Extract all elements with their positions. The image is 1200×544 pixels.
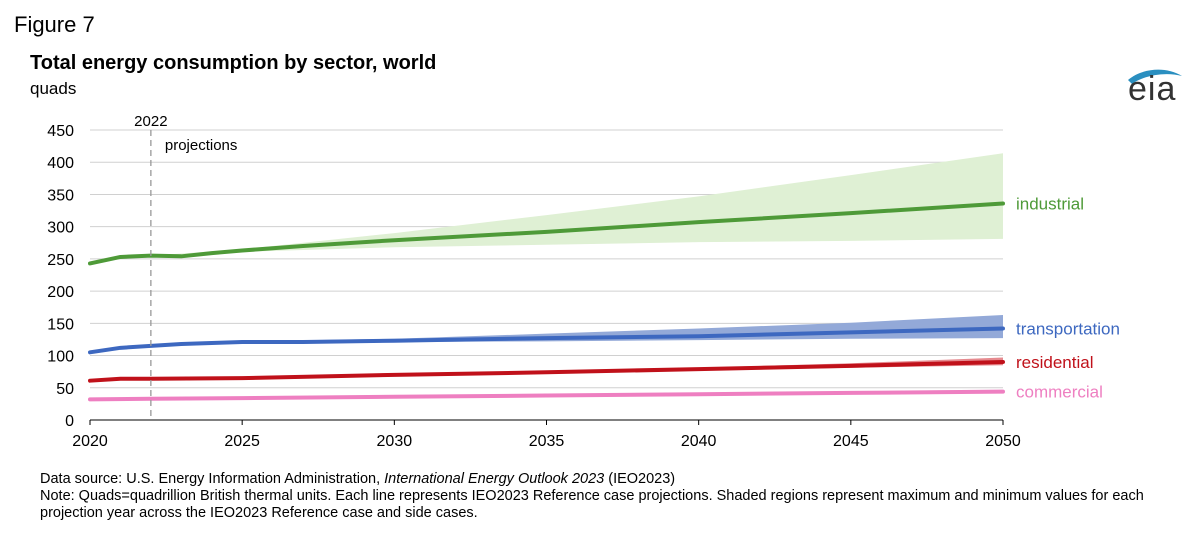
band-transportation (150, 314, 1003, 346)
y-tick-label-250: 250 (47, 252, 74, 269)
line-commercial (88, 389, 1005, 402)
chart-title: Total energy consumption by sector, worl… (30, 52, 437, 74)
y-tick-label-100: 100 (47, 349, 74, 366)
y-tick-label-50: 50 (56, 381, 74, 398)
series-lines (88, 201, 1005, 402)
y-tick-label-200: 200 (47, 284, 74, 301)
x-tick-label-2035: 2035 (529, 433, 565, 450)
x-tick-label-2050: 2050 (985, 433, 1021, 450)
x-tick-label-2020: 2020 (72, 433, 108, 450)
series-label-residential: residential (1016, 353, 1094, 372)
data-source-line: Data source: U.S. Energy Information Adm… (40, 471, 1180, 488)
year-marker-label: 2022 (134, 113, 167, 130)
source-title: International Energy Outlook 2023 (384, 471, 605, 487)
source-suffix: (IEO2023) (604, 471, 676, 487)
projections-label: projections (165, 137, 238, 154)
line-industrial (88, 201, 1005, 266)
footer: Data source: U.S. Energy Information Adm… (40, 471, 1180, 522)
series-label-transportation: transportation (1016, 319, 1120, 338)
x-tick-label-2045: 2045 (833, 433, 869, 450)
y-tick-label-400: 400 (47, 155, 74, 172)
x-tick-label-2030: 2030 (377, 433, 413, 450)
gridlines (90, 129, 1003, 389)
x-tick-label-2025: 2025 (224, 433, 260, 450)
range-bands (150, 153, 1003, 399)
eia-logo-icon (1128, 69, 1182, 84)
series-labels: industrial transportation residential comme… (1016, 194, 1120, 401)
y-tick-label-350: 350 (47, 187, 74, 204)
x-tick-label-2040: 2040 (681, 433, 717, 450)
series-label-industrial: industrial (1016, 194, 1084, 213)
y-axis-unit-label: quads (30, 79, 77, 98)
eia-logo-text: eia (1128, 70, 1177, 108)
footnote: Note: Quads=quadrillion British thermal … (40, 488, 1144, 521)
annotations: 2022 projections (134, 113, 237, 420)
band-industrial (150, 153, 1003, 256)
y-tick-label-150: 150 (47, 316, 74, 333)
axes: 0 50 100 150 200 250 300 350 400 450 2020 2025 2030 2… (47, 123, 1021, 450)
y-tick-label-450: 450 (47, 123, 74, 140)
figure-label: Figure 7 (14, 12, 95, 37)
y-tick-label-0: 0 (65, 413, 74, 430)
series-label-commercial: commercial (1016, 383, 1103, 402)
source-prefix: Data source: U.S. Energy Information Adm… (40, 471, 385, 487)
chart-canvas: 0 50 100 150 200 250 300 350 400 450 2020 2025 2030 2… (47, 113, 1120, 450)
line-residential (88, 360, 1005, 383)
line-transportation (88, 326, 1005, 355)
y-tick-label-300: 300 (47, 220, 74, 237)
